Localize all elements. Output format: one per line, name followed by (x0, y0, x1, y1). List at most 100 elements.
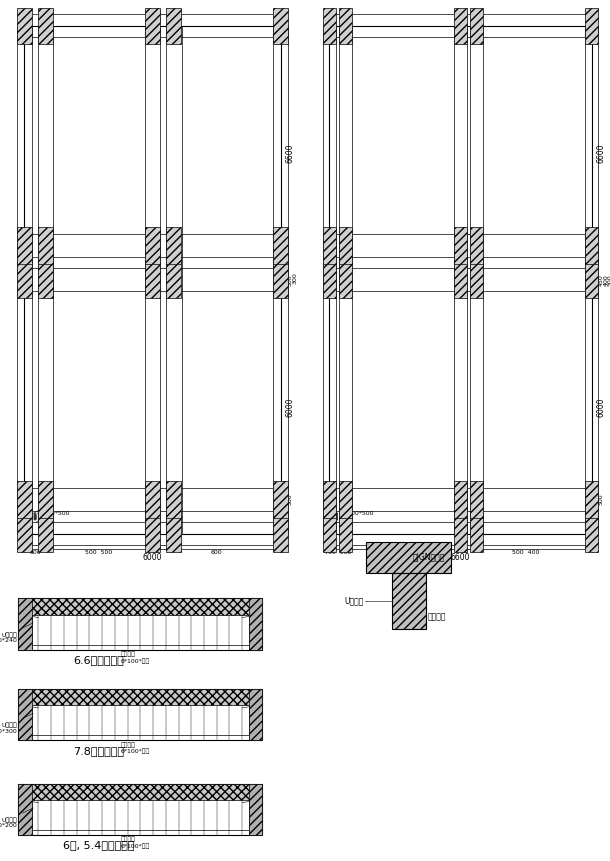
Bar (249, 689, 262, 740)
Bar (454, 8, 467, 44)
Bar (586, 8, 598, 44)
Text: 7.8米梁加固图: 7.8米梁加固图 (73, 746, 124, 756)
Bar (145, 227, 160, 263)
Text: U型囔板
3*60*200: U型囔板 3*60*200 (0, 808, 33, 828)
Bar (167, 262, 181, 298)
Bar (366, 542, 451, 573)
Bar (167, 227, 181, 263)
Bar (17, 8, 32, 44)
Bar (323, 516, 336, 552)
Text: 400: 400 (603, 274, 608, 286)
Bar (339, 481, 351, 517)
Text: 6000: 6000 (597, 397, 606, 417)
Bar (273, 516, 288, 552)
Bar (454, 227, 467, 263)
Bar (145, 516, 160, 552)
Text: 300: 300 (148, 17, 162, 23)
Text: 6.6米梁加固图: 6.6米梁加固图 (73, 655, 124, 666)
Text: 500: 500 (288, 274, 293, 286)
Bar (470, 516, 483, 552)
Text: 6米, 5.4米梁加固图: 6米, 5.4米梁加固图 (63, 840, 135, 851)
Bar (145, 8, 160, 44)
Text: 500  400: 500 400 (512, 550, 540, 555)
Bar (323, 262, 336, 298)
Text: 450: 450 (599, 274, 604, 286)
Bar (454, 516, 467, 552)
Bar (145, 262, 160, 298)
Bar (38, 481, 53, 517)
Text: 4*100*500: 4*100*500 (37, 511, 70, 516)
Text: 架底钐板: 架底钐板 (428, 613, 446, 622)
Text: 500: 500 (29, 550, 41, 555)
Text: 500: 500 (608, 274, 610, 286)
Bar (17, 516, 32, 552)
Bar (586, 227, 598, 263)
Bar (470, 8, 483, 44)
Bar (18, 689, 32, 740)
Bar (586, 262, 598, 298)
Text: 600: 600 (210, 550, 223, 555)
Text: 6000: 6000 (285, 397, 295, 417)
Text: 500: 500 (284, 274, 289, 286)
Text: 架底钐板
6*100*梁长: 架底钐板 6*100*梁长 (121, 647, 150, 664)
Bar (18, 598, 32, 650)
Bar (586, 516, 598, 552)
Bar (586, 481, 598, 517)
Bar (470, 227, 483, 263)
Bar (18, 689, 262, 740)
Bar (17, 481, 32, 517)
Bar (273, 227, 288, 263)
Text: U型囔板
3*60*240: U型囔板 3*60*240 (0, 623, 33, 643)
Text: 6000: 6000 (143, 553, 162, 561)
Text: 400  400: 400 400 (389, 550, 417, 555)
Text: 450: 450 (595, 493, 600, 505)
Text: 4*100*500: 4*100*500 (340, 511, 374, 516)
Bar (323, 481, 336, 517)
Bar (18, 784, 262, 800)
Bar (18, 598, 262, 615)
Bar (18, 689, 262, 705)
Bar (24, 26, 281, 534)
Text: 6600: 6600 (451, 553, 470, 561)
Text: 架底钐板
6*100*梁长: 架底钐板 6*100*梁长 (121, 832, 150, 849)
Bar (273, 8, 288, 44)
Bar (17, 227, 32, 263)
Bar (273, 481, 288, 517)
Bar (38, 8, 53, 44)
Bar (392, 573, 426, 629)
Bar (329, 26, 592, 534)
Text: 500: 500 (454, 17, 467, 23)
Bar (339, 516, 351, 552)
Bar (339, 227, 351, 263)
Text: 500: 500 (284, 493, 289, 505)
Text: 300: 300 (293, 272, 298, 284)
Text: 400: 400 (454, 10, 467, 16)
Bar (470, 481, 483, 517)
Bar (18, 784, 262, 835)
Text: 4*100*500: 4*100*500 (27, 484, 32, 517)
Text: 4*100*500: 4*100*500 (331, 484, 336, 517)
Text: 500: 500 (288, 493, 293, 505)
Text: 400  500: 400 500 (324, 550, 351, 555)
Text: 500: 500 (599, 493, 604, 505)
Bar (145, 481, 160, 517)
Bar (339, 262, 351, 298)
Bar (167, 481, 181, 517)
Bar (38, 262, 53, 298)
Bar (339, 8, 351, 44)
Text: 300: 300 (148, 10, 162, 16)
Text: 500  500: 500 500 (85, 550, 113, 555)
Text: 500: 500 (595, 274, 600, 286)
Bar (38, 516, 53, 552)
Text: 6600: 6600 (597, 143, 606, 163)
Bar (273, 262, 288, 298)
Bar (323, 8, 336, 44)
Bar (167, 516, 181, 552)
Bar (454, 481, 467, 517)
Text: U型囔板
3*60*300: U型囔板 3*60*300 (0, 713, 33, 734)
Text: 6600: 6600 (285, 143, 295, 163)
Text: 填JGN结构胶: 填JGN结构胶 (413, 553, 445, 562)
Bar (167, 8, 181, 44)
Bar (454, 262, 467, 298)
Bar (38, 227, 53, 263)
